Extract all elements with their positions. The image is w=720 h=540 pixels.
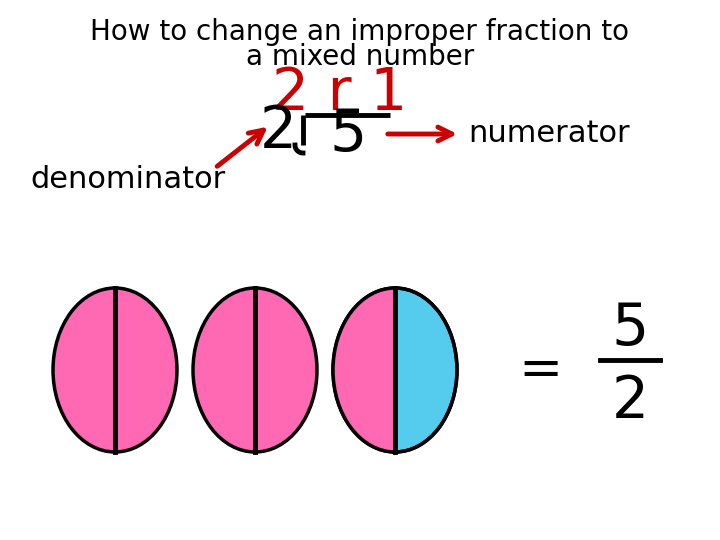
Text: denominator: denominator — [30, 165, 225, 194]
Text: 2 r 1: 2 r 1 — [272, 64, 408, 122]
Text: 2: 2 — [611, 374, 649, 430]
Polygon shape — [333, 288, 395, 452]
Text: 5: 5 — [329, 105, 366, 163]
Text: 5: 5 — [611, 300, 649, 356]
Ellipse shape — [53, 288, 177, 452]
Text: numerator: numerator — [468, 119, 629, 148]
Text: =: = — [518, 344, 562, 396]
Text: a mixed number: a mixed number — [246, 43, 474, 71]
Ellipse shape — [333, 288, 457, 452]
Ellipse shape — [193, 288, 317, 452]
Text: How to change an improper fraction to: How to change an improper fraction to — [91, 18, 629, 46]
Text: 2: 2 — [259, 104, 297, 160]
